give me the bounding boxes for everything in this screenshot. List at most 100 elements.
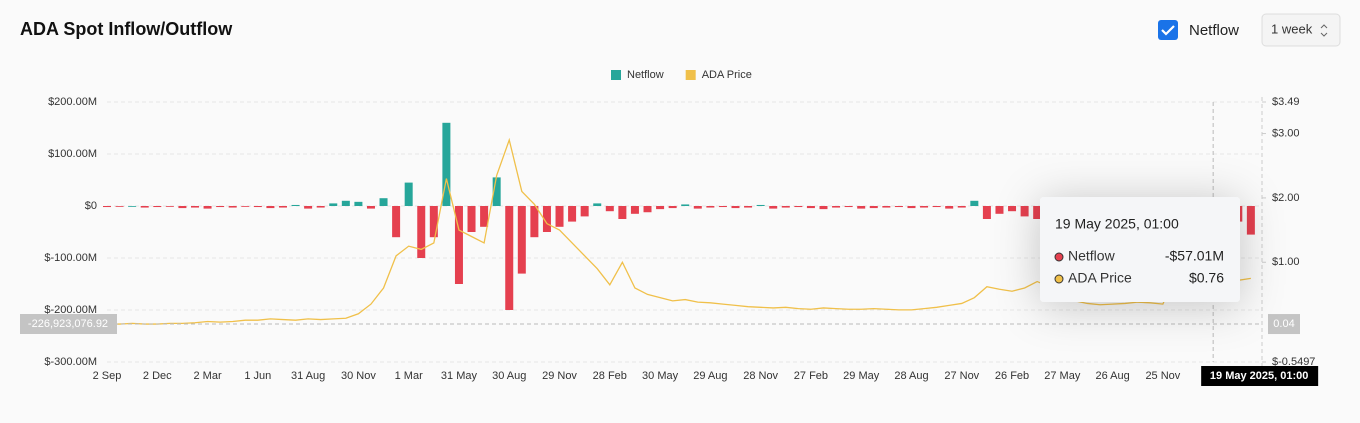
x-tick-label: 29 May [843, 370, 880, 382]
x-tick-label: 2 Mar [193, 370, 221, 382]
netflow-bar [216, 206, 225, 208]
x-tick-label: 1 Mar [395, 370, 423, 382]
netflow-bar [806, 206, 815, 209]
crosshair-x-label: 19 May 2025, 01:00 [1210, 370, 1308, 382]
netflow-bar [542, 206, 551, 232]
netflow-bar [190, 206, 199, 208]
netflow-bar [932, 206, 941, 208]
netflow-bar [1033, 206, 1042, 219]
netflow-bar [316, 206, 325, 208]
netflow-bar [454, 206, 463, 284]
netflow-bar [769, 206, 778, 209]
legend-label: Netflow [627, 69, 664, 81]
y-tick-label: $-200.00M [44, 304, 97, 316]
tooltip-name: Netflow [1068, 248, 1116, 264]
select-value: 1 week [1271, 21, 1313, 36]
netflow-bar [253, 206, 262, 208]
x-tick-label: 28 Aug [894, 370, 928, 382]
x-tick-label: 28 Nov [743, 370, 778, 382]
netflow-bar [706, 206, 715, 208]
netflow-bar [970, 200, 979, 206]
netflow-bar [379, 198, 388, 206]
netflow-bar [744, 206, 753, 208]
netflow-bar [555, 206, 564, 227]
x-tick-label: 29 Aug [693, 370, 727, 382]
tooltip-name: ADA Price [1068, 270, 1132, 286]
netflow-bar [869, 206, 878, 209]
netflow-bar [165, 206, 174, 207]
netflow-bar [718, 206, 727, 208]
netflow-bar [140, 206, 149, 208]
y-tick-label: $-300.00M [44, 356, 97, 368]
y-tick-label: $100.00M [48, 148, 97, 160]
tooltip-dot [1054, 274, 1064, 284]
tooltip-box [1040, 197, 1240, 302]
legend-swatch [685, 70, 696, 80]
crosshair-y-label: -226,923,076.92 [28, 318, 108, 330]
netflow-bar [681, 204, 690, 206]
x-tick-label: 1 Jun [244, 370, 271, 382]
netflow-bar [128, 206, 137, 207]
netflow-bar [819, 206, 828, 210]
netflow-bar [341, 200, 350, 206]
crosshair-y-box [20, 314, 117, 334]
netflow-bar [882, 206, 891, 208]
y-tick-label: $-100.00M [44, 252, 97, 264]
y2-tick-label: $3.00 [1272, 127, 1300, 139]
tooltip-title: 19 May 2025, 01:00 [1055, 216, 1179, 232]
y-tick-label: $0 [85, 200, 97, 212]
netflow-bar [530, 206, 539, 238]
netflow-bar [467, 206, 476, 232]
select-box[interactable] [1261, 13, 1341, 47]
netflow-bar [668, 206, 677, 209]
x-tick-label: 27 May [1044, 370, 1081, 382]
x-tick-label: 31 May [441, 370, 478, 382]
y2-tick-label: $3.49 [1272, 96, 1300, 108]
x-tick-label: 26 Aug [1095, 370, 1129, 382]
y-tick-label: $200.00M [48, 96, 97, 108]
x-tick-label: 30 May [642, 370, 679, 382]
netflow-bar [153, 206, 162, 208]
netflow-bar [781, 206, 790, 208]
netflow-bar [907, 206, 916, 209]
x-tick-label: 28 Feb [593, 370, 627, 382]
netflow-bar [643, 206, 652, 213]
netflow-bar [656, 206, 665, 210]
netflow-bar [593, 203, 602, 206]
checkbox[interactable] [1158, 20, 1178, 40]
x-tick-label: 2 Dec [143, 370, 172, 382]
x-tick-label: 27 Feb [794, 370, 828, 382]
netflow-bar [241, 206, 250, 207]
netflow-bar [203, 206, 212, 209]
interval-select[interactable]: 1 week [1261, 13, 1341, 47]
legend-label: ADA Price [702, 69, 752, 81]
x-tick-label: 31 Aug [291, 370, 325, 382]
netflow-bar [115, 206, 124, 207]
netflow-bar [568, 206, 577, 222]
netflow-bar [442, 122, 451, 206]
netflow-bar [794, 206, 803, 208]
y2-tick-label: $1.00 [1272, 256, 1300, 268]
netflow-bar [957, 206, 966, 208]
checkbox-label: Netflow [1189, 22, 1239, 39]
netflow-bar [1008, 206, 1017, 212]
netflow-bar [492, 177, 501, 206]
netflow-bar [417, 206, 426, 258]
netflow-bar [103, 206, 111, 208]
x-tick-label: 30 Nov [341, 370, 376, 382]
x-tick-label: 25 Nov [1145, 370, 1180, 382]
netflow-bar [480, 206, 489, 227]
netflow-bar [266, 206, 275, 209]
y2-tick-label: $-0.5497 [1272, 356, 1315, 368]
crosshair-y2-label: 0.04 [1273, 318, 1294, 330]
title: ADA Spot Inflow/Outflow [20, 19, 233, 39]
chevron [1320, 24, 1328, 37]
netflow-bar [278, 206, 287, 208]
netflow-bar [366, 206, 375, 209]
netflow-bar [1020, 206, 1029, 217]
x-tick-label: 2 Sep [93, 370, 122, 382]
netflow-toggle[interactable]: Netflow [1158, 20, 1239, 40]
crosshair-y2-box [1268, 314, 1300, 335]
